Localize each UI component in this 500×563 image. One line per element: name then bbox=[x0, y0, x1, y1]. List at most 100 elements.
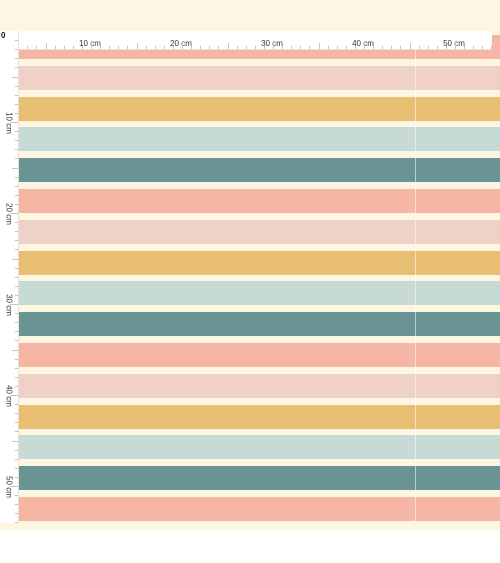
ruler-tick bbox=[15, 358, 18, 360]
ruler-left-label-10: 10 cm bbox=[4, 112, 14, 134]
ruler-tick bbox=[373, 46, 375, 49]
ruler-tick bbox=[91, 41, 92, 49]
ruler-tick bbox=[263, 46, 265, 49]
ruler-tick bbox=[455, 41, 456, 49]
stripe-mustard bbox=[18, 404, 500, 429]
ruler-tick bbox=[15, 222, 18, 224]
ruler-tick bbox=[15, 149, 18, 151]
ruler-tick bbox=[464, 46, 466, 49]
ruler-tick bbox=[10, 304, 18, 305]
stripe-mustard bbox=[18, 250, 500, 275]
ruler-tick bbox=[391, 46, 393, 49]
stripe-blush bbox=[18, 373, 500, 398]
ruler-tick bbox=[163, 46, 165, 49]
ruler-tick bbox=[491, 46, 493, 49]
ruler-tick bbox=[63, 46, 65, 49]
ruler-tick bbox=[15, 131, 18, 133]
ruler-tick bbox=[327, 46, 329, 49]
stripe-blush bbox=[18, 219, 500, 244]
ruler-tick bbox=[15, 422, 18, 424]
stripe-peach bbox=[18, 497, 500, 521]
ruler-tick bbox=[12, 349, 18, 351]
ruler-tick bbox=[15, 522, 18, 524]
stripe-peach bbox=[18, 343, 500, 367]
ruler-tick bbox=[309, 46, 311, 49]
ruler-origin-label: 0 bbox=[1, 31, 6, 40]
ruler-left-label-40: 40 cm bbox=[4, 385, 14, 407]
ruler-tick bbox=[15, 67, 18, 69]
ruler-tick bbox=[12, 440, 18, 442]
ruler-tick bbox=[15, 449, 18, 451]
ruler-tick bbox=[10, 213, 18, 214]
ruler-left-label-30: 30 cm bbox=[4, 294, 14, 316]
ruler-tick bbox=[12, 167, 18, 169]
ruler-tick bbox=[182, 41, 183, 49]
ruler-tick bbox=[191, 46, 193, 49]
ruler-tick bbox=[209, 46, 211, 49]
ruler-tick bbox=[15, 331, 18, 333]
ruler-tick bbox=[15, 267, 18, 269]
ruler-tick bbox=[15, 240, 18, 242]
ruler-tick bbox=[127, 46, 129, 49]
stripe-teal bbox=[18, 466, 500, 491]
ruler-tick bbox=[15, 467, 18, 469]
ruler-top-label-10: 10 cm bbox=[79, 39, 101, 48]
vertical-ruler: 10 cm 20 cm 30 cm 40 cm 50 cm bbox=[0, 31, 19, 524]
ruler-tick bbox=[382, 46, 384, 49]
ruler-tick bbox=[15, 367, 18, 369]
ruler-tick bbox=[15, 504, 18, 506]
ruler-tick bbox=[12, 76, 18, 78]
ruler-tick bbox=[15, 103, 18, 105]
ruler-tick bbox=[15, 94, 18, 96]
stripe-sage bbox=[18, 281, 500, 306]
repeat-guide-line bbox=[415, 48, 416, 522]
ruler-tick bbox=[15, 513, 18, 515]
ruler-tick bbox=[436, 46, 438, 49]
ruler-tick bbox=[227, 43, 229, 49]
ruler-tick bbox=[400, 46, 402, 49]
ruler-tick bbox=[100, 46, 102, 49]
ruler-tick bbox=[482, 46, 484, 49]
ruler-tick bbox=[27, 46, 29, 49]
ruler-left-label-20: 20 cm bbox=[4, 203, 14, 225]
ruler-tick bbox=[172, 46, 174, 49]
ruler-tick bbox=[15, 49, 18, 51]
ruler-left-label-50: 50 cm bbox=[4, 476, 14, 498]
ruler-tick bbox=[15, 376, 18, 378]
ruler-tick bbox=[136, 43, 138, 49]
ruler-tick bbox=[15, 413, 18, 415]
ruler-tick bbox=[418, 46, 420, 49]
ruler-tick bbox=[336, 46, 338, 49]
ruler-tick bbox=[15, 176, 18, 178]
ruler-tick bbox=[218, 46, 220, 49]
ruler-tick bbox=[36, 46, 38, 49]
ruler-tick bbox=[427, 46, 429, 49]
ruler-tick bbox=[15, 322, 18, 324]
ruler-tick bbox=[291, 46, 293, 49]
stripe-sage bbox=[18, 127, 500, 152]
ruler-tick bbox=[15, 431, 18, 433]
ruler-tick bbox=[15, 185, 18, 187]
ruler-tick bbox=[15, 294, 18, 296]
ruler-tick bbox=[15, 495, 18, 497]
ruler-tick bbox=[200, 46, 202, 49]
ruler-top-label-50: 50 cm bbox=[443, 39, 465, 48]
ruler-tick bbox=[145, 46, 147, 49]
ruler-tick bbox=[72, 46, 74, 49]
stripe-teal bbox=[18, 158, 500, 183]
ruler-tick bbox=[15, 194, 18, 196]
ruler-tick bbox=[10, 395, 18, 396]
ruler-tick bbox=[10, 122, 18, 123]
ruler-tick bbox=[364, 41, 365, 49]
page-bottom-margin bbox=[0, 530, 500, 563]
ruler-tick bbox=[15, 140, 18, 142]
ruler-tick bbox=[345, 46, 347, 49]
ruler-tick bbox=[15, 158, 18, 160]
ruler-tick bbox=[81, 46, 83, 49]
ruler-tick bbox=[300, 46, 302, 49]
ruler-tick bbox=[45, 43, 47, 49]
ruler-tick bbox=[15, 340, 18, 342]
ruler-tick bbox=[12, 258, 18, 260]
ruler-tick bbox=[409, 43, 411, 49]
ruler-tick bbox=[473, 46, 475, 49]
